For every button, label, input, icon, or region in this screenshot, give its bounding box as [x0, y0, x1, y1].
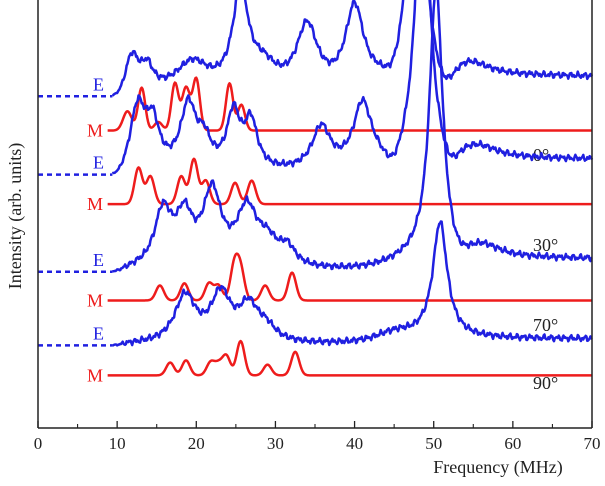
- x-axis-title: Frequency (MHz): [433, 457, 562, 478]
- angle-label-70deg: 70°: [533, 315, 558, 335]
- series-e-0deg-line: [111, 0, 594, 97]
- axes: 0 10 20 30 40 50 60 70: [34, 0, 601, 453]
- x-tick-label: 30: [267, 434, 284, 453]
- x-tick-label: 50: [425, 434, 442, 453]
- series-tag-e-0deg: E: [93, 74, 104, 94]
- x-tick-label: 0: [34, 434, 43, 453]
- x-tick-label: 40: [346, 434, 363, 453]
- series-e-90deg-line: [111, 220, 593, 347]
- series-tag-e-30deg: E: [93, 153, 104, 173]
- angle-label-90deg: 90°: [533, 373, 558, 393]
- series-tag-m-30deg: M: [87, 194, 103, 214]
- series-tag-m-70deg: M: [87, 290, 103, 310]
- x-tick-label: 20: [188, 434, 205, 453]
- y-axis-title: Intensity (arb. units): [5, 143, 26, 289]
- angle-label-30deg: 30°: [533, 235, 558, 255]
- series-tag-e-90deg: E: [93, 323, 104, 343]
- series-e-70deg-line: [111, 0, 593, 273]
- series-m-70deg-line: [107, 252, 593, 302]
- x-tick-label: 60: [504, 434, 521, 453]
- x-tick-label: 10: [109, 434, 126, 453]
- series-tag-m-0deg: M: [87, 121, 103, 141]
- series-tag-m-90deg: M: [87, 365, 103, 385]
- series-m-30deg-line: [107, 157, 593, 206]
- series-e-30deg-line: [111, 0, 594, 175]
- x-tick-label: 70: [584, 434, 601, 453]
- series-m-90deg-line: [107, 339, 593, 377]
- series-tag-e-70deg: E: [93, 250, 104, 270]
